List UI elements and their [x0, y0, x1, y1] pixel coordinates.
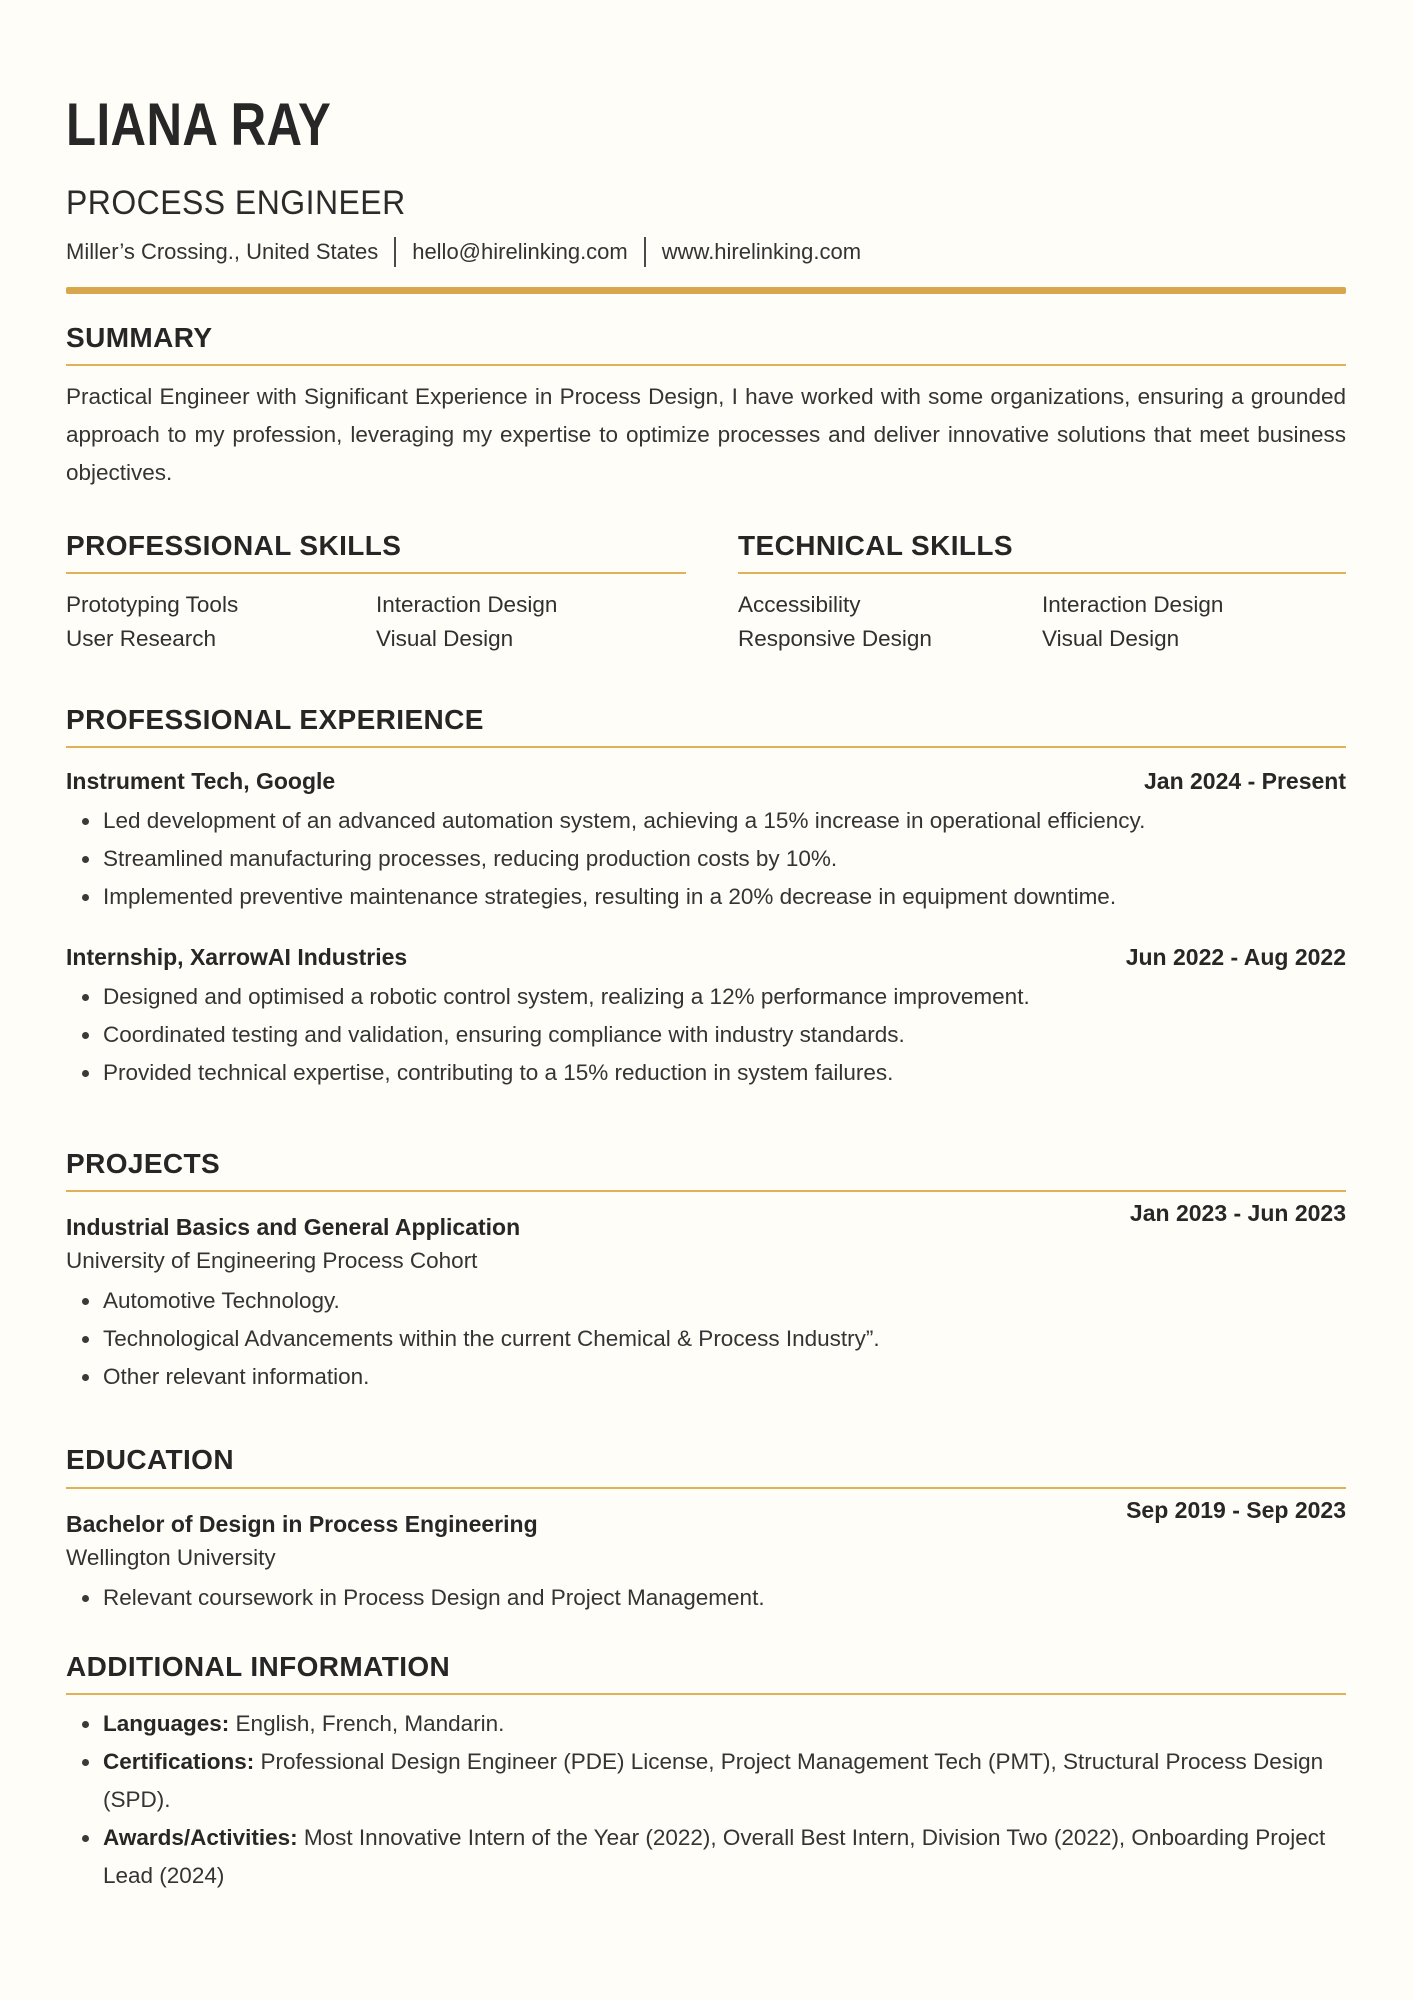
education-entry: Bachelor of Design in Process Engineerin…	[66, 1495, 1346, 1617]
contact-location: Miller’s Crossing., United States	[66, 238, 379, 264]
section-additional-information: ADDITIONAL INFORMATION Languages: Englis…	[66, 1651, 1346, 1895]
education-heading: EDUCATION	[66, 1444, 1346, 1489]
experience-entry: Internship, XarrowAI Industries Jun 2022…	[66, 942, 1346, 1092]
job-bullet-list: Designed and optimised a robotic control…	[66, 978, 1346, 1092]
resume-header: LIANA RAY PROCESS ENGINEER Miller’s Cros…	[66, 91, 1346, 294]
degree-title: Bachelor of Design in Process Engineerin…	[66, 1510, 538, 1537]
contact-email: hello@hirelinking.com	[412, 238, 628, 264]
skill-item: Accessibility	[738, 592, 861, 618]
professional-skills-list: Prototyping Tools Interaction Design Use…	[66, 588, 686, 656]
technical-skills-heading: TECHNICAL SKILLS	[738, 530, 1346, 575]
professional-skills-heading: PROFESSIONAL SKILLS	[66, 530, 686, 575]
bullet-item: Relevant coursework in Process Design an…	[82, 1579, 1346, 1617]
project-entry-head: Industrial Basics and General Applicatio…	[66, 1198, 1346, 1242]
additional-information-heading: ADDITIONAL INFORMATION	[66, 1651, 1346, 1695]
additional-item-text: English, French, Mandarin.	[235, 1710, 505, 1736]
section-experience: PROFESSIONAL EXPERIENCE Instrument Tech,…	[66, 704, 1346, 1092]
project-entry: Industrial Basics and General Applicatio…	[66, 1198, 1346, 1396]
job-title: Internship, XarrowAI Industries	[66, 944, 408, 971]
skill-item: Prototyping Tools	[66, 592, 239, 618]
skill-item: Visual Design	[1042, 626, 1180, 652]
education-entry-head: Bachelor of Design in Process Engineerin…	[66, 1495, 1346, 1539]
bullet-item: Technological Advancements within the cu…	[82, 1320, 1346, 1358]
bullet-item: Streamlined manufacturing processes, red…	[82, 840, 1346, 878]
projects-heading: PROJECTS	[66, 1148, 1346, 1193]
project-bullet-list: Automotive Technology. Technological Adv…	[66, 1282, 1346, 1396]
project-dates: Jan 2023 - Jun 2023	[1129, 1200, 1346, 1227]
section-projects: PROJECTS Industrial Basics and General A…	[66, 1148, 1346, 1396]
skill-item: User Research	[66, 626, 217, 652]
school-name: Wellington University	[66, 1544, 276, 1570]
additional-item-text: Professional Design Engineer (PDE) Licen…	[103, 1748, 1324, 1812]
additional-item: Languages: English, French, Mandarin.	[82, 1705, 1346, 1743]
bullet-item: Led development of an advanced automatio…	[82, 802, 1346, 840]
education-bullet-list: Relevant coursework in Process Design an…	[66, 1579, 1346, 1617]
skill-item: Interaction Design	[376, 592, 558, 618]
candidate-title: PROCESS ENGINEER	[66, 184, 406, 222]
additional-item-text: Most Innovative Intern of the Year (2022…	[103, 1824, 1326, 1888]
header-accent-bar	[66, 286, 1346, 294]
contact-line: Miller’s Crossing., United States hello@…	[66, 236, 1346, 267]
skill-item: Responsive Design	[738, 626, 932, 652]
contact-divider	[643, 236, 646, 267]
section-summary: SUMMARY Practical Engineer with Signific…	[66, 322, 1346, 492]
experience-entry: Instrument Tech, Google Jan 2024 - Prese…	[66, 766, 1346, 916]
candidate-name: LIANA RAY	[66, 91, 332, 158]
section-technical-skills: TECHNICAL SKILLS Accessibility Interacti…	[738, 530, 1346, 656]
job-title: Instrument Tech, Google	[66, 768, 336, 795]
skills-row: PROFESSIONAL SKILLS Prototyping Tools In…	[66, 530, 1346, 656]
summary-text: Practical Engineer with Significant Expe…	[66, 383, 1346, 485]
section-professional-skills: PROFESSIONAL SKILLS Prototyping Tools In…	[66, 530, 686, 656]
bullet-item: Automotive Technology.	[82, 1282, 1346, 1320]
experience-heading: PROFESSIONAL EXPERIENCE	[66, 704, 1346, 749]
skill-item: Interaction Design	[1042, 592, 1224, 618]
education-dates: Sep 2019 - Sep 2023	[1126, 1496, 1346, 1523]
additional-item: Certifications: Professional Design Engi…	[82, 1743, 1346, 1819]
job-dates: Jun 2022 - Aug 2022	[1125, 944, 1346, 971]
project-title: Industrial Basics and General Applicatio…	[66, 1214, 521, 1241]
additional-item-label: Certifications:	[103, 1748, 255, 1774]
bullet-item: Other relevant information.	[82, 1358, 1346, 1396]
additional-item-label: Awards/Activities:	[103, 1824, 298, 1850]
experience-entry-head: Instrument Tech, Google Jan 2024 - Prese…	[66, 766, 1346, 796]
contact-website: www.hirelinking.com	[661, 238, 862, 264]
summary-heading: SUMMARY	[66, 322, 1346, 366]
additional-item-label: Languages:	[103, 1710, 230, 1736]
technical-skills-list: Accessibility Interaction Design Respons…	[738, 588, 1346, 656]
job-dates: Jan 2024 - Present	[1143, 768, 1346, 795]
skill-item: Visual Design	[376, 626, 514, 652]
bullet-item: Implemented preventive maintenance strat…	[82, 878, 1346, 916]
job-bullet-list: Led development of an advanced automatio…	[66, 802, 1346, 916]
experience-entry-head: Internship, XarrowAI Industries Jun 2022…	[66, 942, 1346, 972]
bullet-item: Provided technical expertise, contributi…	[82, 1054, 1346, 1092]
section-education: EDUCATION Bachelor of Design in Process …	[66, 1444, 1346, 1616]
bullet-item: Coordinated testing and validation, ensu…	[82, 1016, 1346, 1054]
bullet-item: Designed and optimised a robotic control…	[82, 978, 1346, 1016]
contact-divider	[394, 236, 397, 267]
additional-item: Awards/Activities: Most Innovative Inter…	[82, 1819, 1346, 1895]
project-subtitle: University of Engineering Process Cohort	[66, 1248, 478, 1274]
additional-information-list: Languages: English, French, Mandarin. Ce…	[66, 1705, 1346, 1895]
